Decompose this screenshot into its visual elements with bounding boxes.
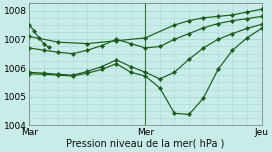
X-axis label: Pression niveau de la mer( hPa ): Pression niveau de la mer( hPa ) xyxy=(66,138,225,149)
